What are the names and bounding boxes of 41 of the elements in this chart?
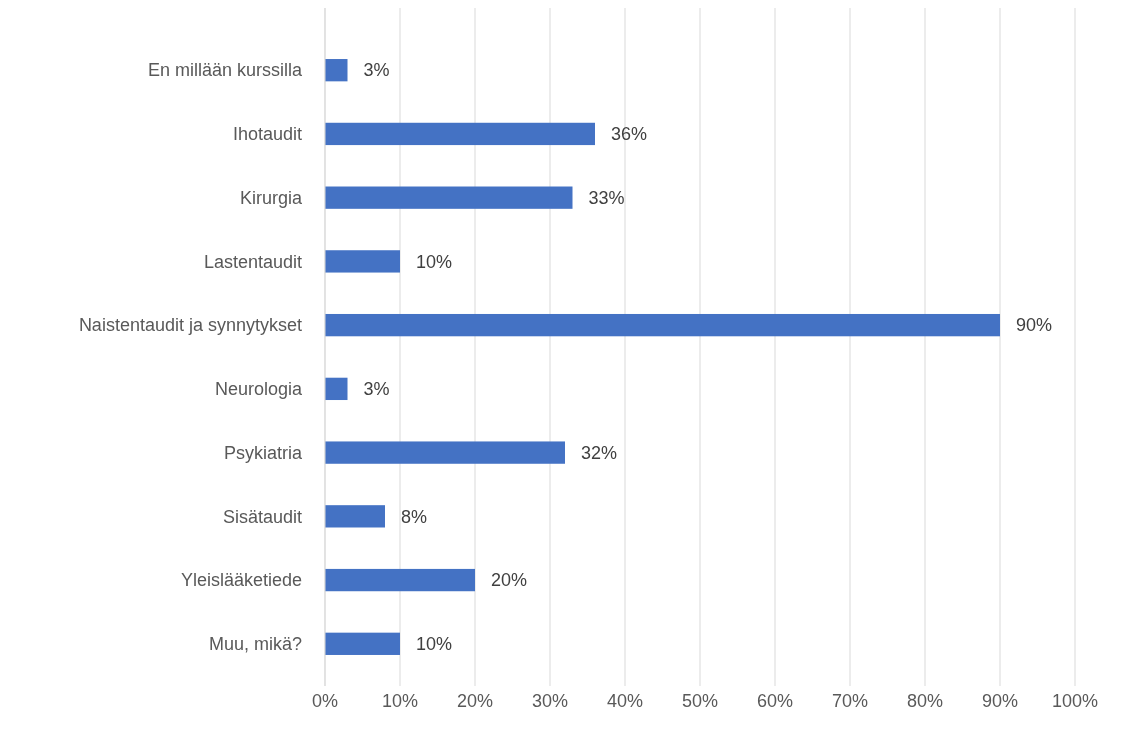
- x-tick-label: 90%: [981, 691, 1019, 711]
- x-tick-label: 20%: [456, 691, 494, 711]
- y-tick-label: Naistentaudit ja synnytykset: [78, 315, 302, 336]
- x-tick-label: 70%: [831, 691, 869, 711]
- data-label: 20%: [491, 570, 528, 591]
- y-tick-label: Ihotaudit: [232, 124, 302, 145]
- bar: [325, 568, 475, 592]
- bar: [325, 632, 400, 655]
- y-tick-label: Neurologia: [214, 379, 303, 400]
- y-tick-label: Lastentaudit: [203, 251, 302, 272]
- bar: [325, 186, 573, 209]
- bar: [325, 250, 400, 273]
- data-label: 3%: [363, 379, 390, 400]
- data-label: 8%: [401, 506, 428, 527]
- data-label: 32%: [581, 442, 618, 463]
- bar: [325, 122, 595, 146]
- data-label: 36%: [611, 124, 648, 145]
- x-tick-label: 10%: [381, 691, 419, 711]
- bar: [325, 313, 1000, 337]
- x-tick-label: 40%: [606, 691, 644, 711]
- data-label: 90%: [1016, 315, 1053, 336]
- bar: [325, 505, 385, 528]
- x-tick-label: 100%: [1051, 691, 1099, 711]
- bar: [325, 441, 565, 464]
- y-tick-label: Psykiatria: [223, 442, 303, 463]
- data-label: 10%: [416, 634, 453, 655]
- x-tick-label: 60%: [756, 691, 794, 711]
- y-tick-label: Kirurgia: [239, 187, 303, 208]
- y-tick-label: En millään kurssilla: [147, 60, 303, 81]
- data-label: 10%: [416, 251, 453, 272]
- bar: [325, 59, 348, 82]
- y-tick-label: Yleislääketiede: [180, 570, 302, 591]
- x-tick-label: 0%: [311, 691, 339, 711]
- x-tick-label: 30%: [531, 691, 569, 711]
- data-label: 33%: [588, 187, 625, 208]
- x-tick-label: 50%: [681, 691, 719, 711]
- x-tick-label: 80%: [906, 691, 944, 711]
- y-tick-label: Muu, mikä?: [208, 634, 302, 655]
- y-tick-label: Sisätaudit: [222, 506, 302, 527]
- data-label: 3%: [363, 60, 390, 81]
- bar: [325, 377, 348, 401]
